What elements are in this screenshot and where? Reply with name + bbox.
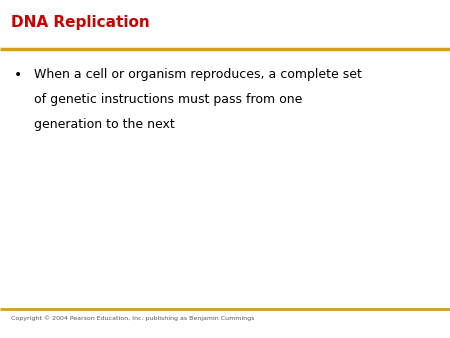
Text: •: • [14,68,22,81]
Text: Copyright © 2004 Pearson Education, Inc. publishing as Benjamin Cummings: Copyright © 2004 Pearson Education, Inc.… [11,315,255,321]
Text: generation to the next: generation to the next [34,118,175,131]
Text: DNA Replication: DNA Replication [11,15,150,30]
Text: of genetic instructions must pass from one: of genetic instructions must pass from o… [34,93,302,106]
Text: When a cell or organism reproduces, a complete set: When a cell or organism reproduces, a co… [34,68,362,80]
